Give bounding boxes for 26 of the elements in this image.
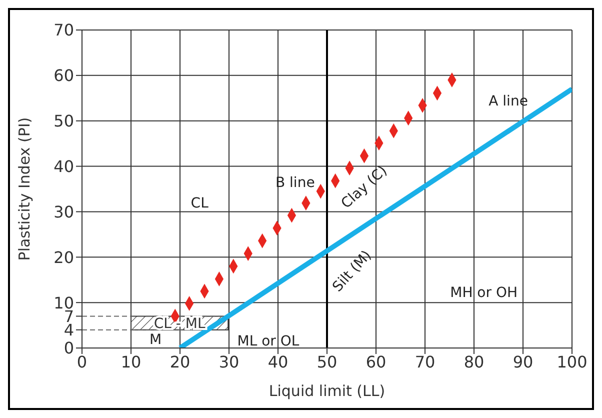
x-tick-label: 10 (120, 352, 142, 372)
y-tick-label: 70 (54, 20, 74, 40)
x-tick-label: 20 (170, 352, 190, 372)
y-tick-label: 0 (64, 338, 74, 358)
x-tick-label: 60 (366, 352, 386, 372)
annotation: ML or OL (237, 334, 300, 350)
y-tick-label: 30 (54, 202, 74, 222)
y-tick-label: 20 (54, 248, 74, 267)
annotation: CL (190, 196, 209, 212)
annotation: Silt (M) (330, 248, 375, 296)
annotation: M (149, 332, 162, 348)
y-tick-label: 4 (64, 320, 74, 340)
annotation: MH or OH (450, 285, 518, 302)
x-tick-label: 50 (316, 352, 338, 372)
x-tick-label: 40 (268, 352, 288, 372)
y-tick-label: 50 (54, 112, 74, 131)
y-tick-label: 60 (54, 66, 74, 86)
y-axis-title: Plasticity Index (PI) (15, 117, 34, 261)
x-axis-title: Liquid limit (LL) (268, 382, 386, 400)
x-tick-label: 0 (76, 352, 88, 372)
x-tick-label: 100 (556, 352, 588, 372)
x-tick-label: 80 (464, 352, 484, 372)
y-tick-label: 40 (54, 156, 74, 176)
x-tick-label: 90 (512, 352, 534, 372)
x-tick-label: 30 (218, 352, 240, 372)
x-tick-label: 70 (414, 352, 436, 372)
